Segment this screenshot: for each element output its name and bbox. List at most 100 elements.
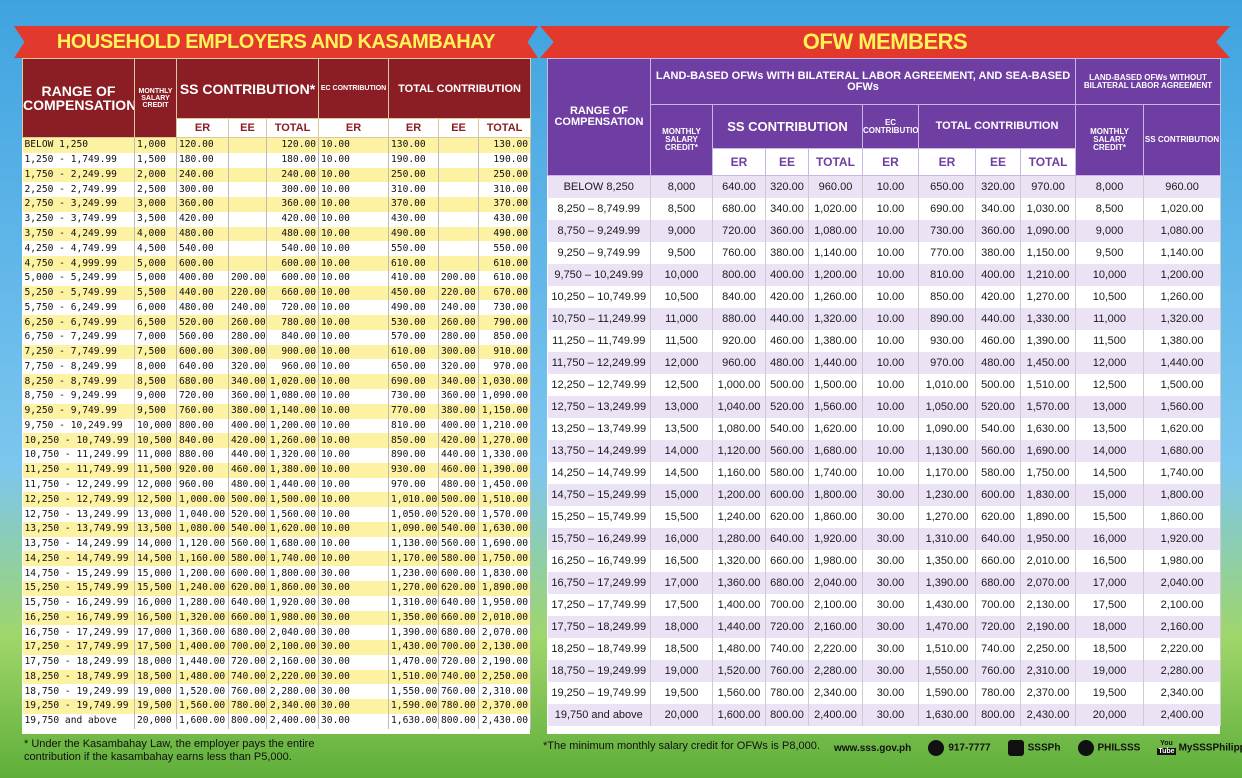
value-cell: 6,000 xyxy=(134,300,177,316)
value-cell: 10.00 xyxy=(318,507,390,522)
value-cell: 2,370.00 xyxy=(1020,682,1077,704)
range-cell: 19,750 and above xyxy=(22,713,135,729)
value-cell: 310.00 xyxy=(388,182,440,198)
range-cell: 13,750 - 14,249.99 xyxy=(22,536,135,552)
value-cell: 400.00 xyxy=(438,418,480,434)
value-cell: 730.00 xyxy=(918,220,976,242)
value-cell: 1,920.00 xyxy=(808,528,863,550)
value-cell: 1,160.00 xyxy=(712,462,766,484)
value-cell: 1,750.00 xyxy=(1020,462,1077,484)
value-cell: 13,000 xyxy=(134,507,177,522)
youtube-logo: Tube xyxy=(1157,748,1176,755)
sub-header: ER xyxy=(176,118,229,138)
value-cell: 410.00 xyxy=(388,270,440,286)
row: 4,250 - 4,749.99 4,500 540.00 540.00 10.00 55… xyxy=(22,241,532,257)
value-cell: 12,500 xyxy=(134,492,177,508)
row: 1,750 - 2,249.99 2,000 240.00 240.00 10.00 25… xyxy=(22,167,532,183)
value-cell: 250.00 xyxy=(478,167,532,183)
value-cell: 340.00 xyxy=(438,374,480,390)
value-cell xyxy=(228,137,267,153)
value-cell: 620.00 xyxy=(438,580,480,596)
value-cell: 360.00 xyxy=(765,220,809,242)
value-cell: 2,070.00 xyxy=(1020,572,1077,594)
value-cell: 810.00 xyxy=(388,418,440,434)
range-cell: 12,750 – 13,249.99 xyxy=(547,396,651,418)
header: SS CONTRIBUTION* xyxy=(175,58,320,119)
value-cell: 1,080.00 xyxy=(808,220,863,242)
value-cell: 20,000 xyxy=(1075,704,1145,726)
value-cell: 10,000 xyxy=(134,418,177,434)
value-cell: 440.00 xyxy=(438,448,480,463)
value-cell: 600.00 xyxy=(176,256,229,271)
sub-header: TOTAL xyxy=(1019,148,1077,176)
value-cell: 12,500 xyxy=(1075,374,1145,396)
value-cell: 800.00 xyxy=(176,418,229,434)
range-cell: 12,750 - 13,249.99 xyxy=(22,507,135,522)
value-cell: 500.00 xyxy=(975,374,1021,396)
value-cell: 560.00 xyxy=(975,440,1021,462)
value-cell: 480.00 xyxy=(176,226,229,242)
value-cell: 460.00 xyxy=(438,462,480,478)
range-cell: 12,250 - 12,749.99 xyxy=(22,492,135,508)
value-cell: 2,280.00 xyxy=(1143,660,1222,682)
value-cell: 720.00 xyxy=(712,220,766,242)
value-cell: 13,500 xyxy=(650,418,713,440)
range-cell: 7,250 - 7,749.99 xyxy=(22,344,135,360)
value-cell xyxy=(438,256,480,271)
value-cell: 2,130.00 xyxy=(478,640,532,655)
range-cell: 14,250 – 14,749.99 xyxy=(547,462,651,484)
range-cell: 16,250 – 16,749.99 xyxy=(547,550,651,572)
value-cell: 670.00 xyxy=(478,285,532,301)
value-cell: 16,500 xyxy=(650,550,713,572)
value-cell: 30.00 xyxy=(862,484,919,506)
value-cell: 1,400.00 xyxy=(176,640,229,655)
value-cell: 10.00 xyxy=(318,492,390,508)
value-cell: 30.00 xyxy=(862,660,919,682)
range-cell: 6,250 - 6,749.99 xyxy=(22,315,135,330)
value-cell: 610.00 xyxy=(478,256,532,271)
value-cell: 11,500 xyxy=(650,330,713,352)
value-cell: 19,000 xyxy=(1075,660,1145,682)
value-cell: 11,000 xyxy=(1075,308,1145,330)
value-cell: 2,000 xyxy=(134,167,177,183)
left-table: RANGE OF COMPENSATION MONTHLY SALARY CRE… xyxy=(22,58,532,729)
row: 8,750 – 9,249.99 9,000 720.00 360.00 1,080.0… xyxy=(547,220,1222,242)
value-cell: 1,680.00 xyxy=(808,440,863,462)
value-cell: 1,520.00 xyxy=(176,684,229,700)
value-cell: 2,160.00 xyxy=(266,654,320,670)
row: 13,750 – 14,249.99 14,000 1,120.00 560.00 1,… xyxy=(547,440,1222,462)
value-cell: 10.00 xyxy=(318,197,390,212)
value-cell: 1,430.00 xyxy=(388,640,440,655)
value-cell: 1,950.00 xyxy=(1020,528,1077,550)
value-cell: 15,500 xyxy=(1075,506,1145,528)
value-cell: 380.00 xyxy=(228,403,267,419)
value-cell: 17,000 xyxy=(134,625,177,641)
value-cell: 1,830.00 xyxy=(1020,484,1077,506)
value-cell: 2,250.00 xyxy=(1020,638,1077,660)
range-cell: 6,750 - 7,249.99 xyxy=(22,329,135,345)
value-cell: 2,160.00 xyxy=(808,616,863,638)
row: 18,250 - 18,749.99 18,500 1,480.00 740.00 2,… xyxy=(22,669,532,685)
range-cell: 9,750 - 10,249.99 xyxy=(22,418,135,434)
value-cell: 1,480.00 xyxy=(712,638,766,660)
range-cell: 19,250 - 19,749.99 xyxy=(22,699,135,714)
value-cell: 10.00 xyxy=(862,396,919,418)
value-cell: 9,000 xyxy=(1075,220,1145,242)
range-cell: 1,250 - 1,749.99 xyxy=(22,152,135,168)
value-cell: 1,120.00 xyxy=(176,536,229,552)
row: 19,250 – 19,749.99 19,500 1,560.00 780.00 2,… xyxy=(547,682,1222,704)
value-cell: 340.00 xyxy=(765,198,809,220)
value-cell: 1,950.00 xyxy=(478,595,532,611)
value-cell: 10.00 xyxy=(318,182,390,198)
facebook: SSSPh xyxy=(1007,740,1060,756)
value-cell xyxy=(438,152,480,168)
value-cell: 1,560.00 xyxy=(176,699,229,714)
value-cell: 650.00 xyxy=(388,359,440,375)
value-cell: 1,240.00 xyxy=(712,506,766,528)
range-cell: 10,250 - 10,749.99 xyxy=(22,433,135,449)
value-cell: 6,500 xyxy=(134,315,177,330)
value-cell: 440.00 xyxy=(765,308,809,330)
value-cell: 1,380.00 xyxy=(1143,330,1222,352)
row: 10,750 – 11,249.99 11,000 880.00 440.00 1,32… xyxy=(547,308,1222,330)
value-cell: 2,220.00 xyxy=(266,669,320,685)
